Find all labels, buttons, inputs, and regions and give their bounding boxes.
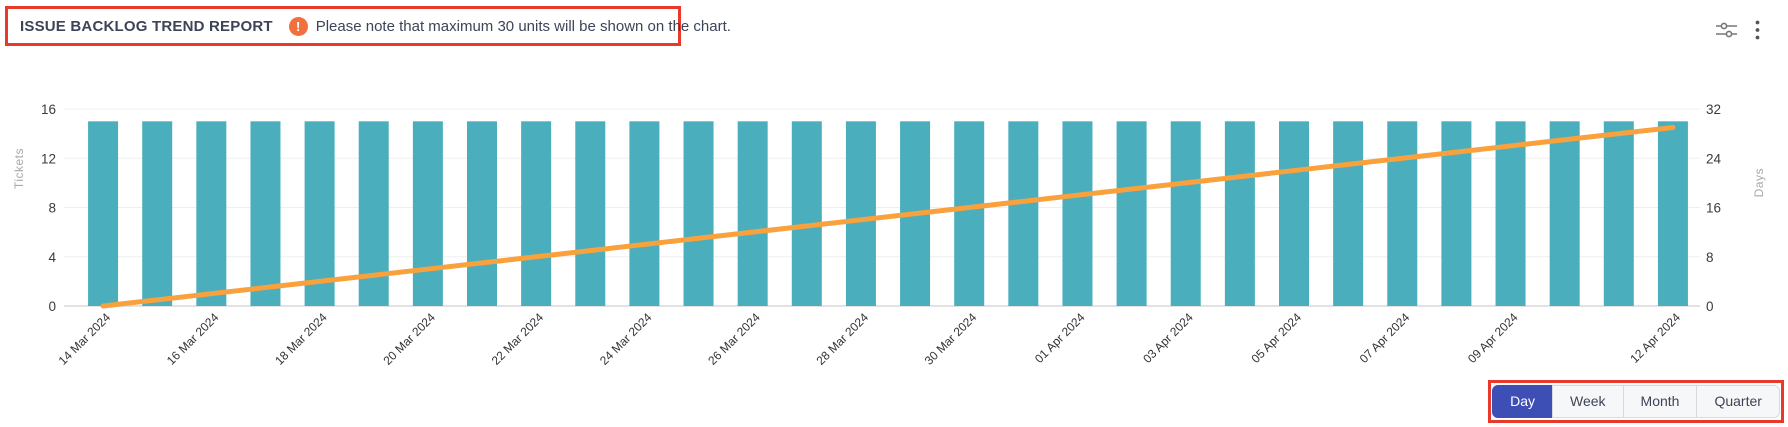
backlog-bar[interactable] — [1279, 121, 1309, 306]
left-axis-tick: 8 — [48, 201, 56, 216]
x-axis-label: 05 Apr 2024 — [1248, 310, 1304, 366]
x-axis-label: 20 Mar 2024 — [380, 310, 438, 368]
annotation-box-time-range: Day Week Month Quarter — [1488, 380, 1784, 423]
x-axis-label: 03 Apr 2024 — [1140, 310, 1196, 366]
x-axis-label: 30 Mar 2024 — [922, 310, 980, 368]
x-axis-label: 22 Mar 2024 — [489, 310, 547, 368]
x-axis-label: 18 Mar 2024 — [272, 310, 330, 368]
backlog-bar[interactable] — [1657, 121, 1688, 306]
x-axis-label: 26 Mar 2024 — [705, 310, 763, 368]
backlog-bar[interactable] — [845, 121, 876, 306]
backlog-bar[interactable] — [683, 121, 714, 306]
max-units-note: Please note that maximum 30 units will b… — [315, 17, 731, 35]
backlog-bar[interactable] — [1008, 121, 1039, 306]
backlog-bar[interactable] — [1603, 121, 1634, 306]
kebab-menu-icon[interactable] — [1755, 20, 1760, 40]
backlog-bar[interactable] — [791, 121, 822, 306]
time-range-button-group: Day Week Month Quarter — [1492, 385, 1780, 418]
x-axis-label: 16 Mar 2024 — [164, 310, 222, 368]
backlog-bar[interactable] — [737, 121, 768, 306]
right-axis-tick: 8 — [1706, 250, 1714, 265]
right-axis-tick: 24 — [1706, 151, 1722, 166]
backlog-bar[interactable] — [1333, 121, 1364, 306]
right-axis-tick: 16 — [1706, 201, 1721, 216]
x-axis-label: 07 Apr 2024 — [1357, 310, 1413, 366]
backlog-bar[interactable] — [412, 121, 443, 306]
backlog-bar[interactable] — [304, 121, 335, 306]
backlog-bar[interactable] — [88, 121, 119, 306]
filter-sliders-icon[interactable] — [1716, 21, 1737, 39]
report-title: ISSUE BACKLOG TREND REPORT — [20, 17, 273, 35]
backlog-bar[interactable] — [467, 121, 497, 306]
annotation-box-header: ISSUE BACKLOG TREND REPORT ! Please note… — [5, 6, 731, 46]
backlog-bar[interactable] — [196, 121, 227, 306]
backlog-bar[interactable] — [1062, 121, 1093, 306]
backlog-bar[interactable] — [954, 121, 985, 306]
left-axis-tick: 4 — [48, 250, 56, 265]
month-button[interactable]: Month — [1622, 385, 1698, 418]
x-axis-label: 12 Apr 2024 — [1627, 310, 1683, 366]
right-axis-tick: 32 — [1706, 102, 1721, 117]
day-button[interactable]: Day — [1492, 385, 1553, 418]
days-trend-line — [100, 124, 1676, 309]
backlog-bar[interactable] — [142, 121, 173, 306]
left-axis-tick: 0 — [48, 299, 56, 314]
left-axis-tick: 16 — [41, 102, 56, 117]
backlog-bar[interactable] — [250, 121, 281, 306]
week-button[interactable]: Week — [1551, 385, 1624, 418]
right-axis-tick: 0 — [1706, 299, 1714, 314]
backlog-bar[interactable] — [1549, 121, 1580, 306]
left-axis-title: Tickets — [12, 148, 26, 190]
right-axis-title: Days — [1752, 168, 1766, 198]
quarter-button[interactable]: Quarter — [1696, 385, 1780, 418]
widget-toolbar — [1716, 20, 1760, 40]
alert-icon: ! — [288, 16, 308, 36]
backlog-bar[interactable] — [629, 121, 660, 306]
backlog-bar[interactable] — [1116, 121, 1147, 306]
backlog-bar[interactable] — [1495, 121, 1526, 306]
backlog-bar[interactable] — [1224, 121, 1255, 306]
backlog-bar[interactable] — [521, 121, 552, 306]
x-axis-label: 28 Mar 2024 — [814, 310, 872, 368]
x-axis-label: 01 Apr 2024 — [1032, 310, 1088, 366]
backlog-bar[interactable] — [1170, 121, 1201, 306]
left-axis-tick: 12 — [41, 151, 56, 166]
x-axis-label: 24 Mar 2024 — [597, 310, 655, 368]
backlog-bar[interactable] — [1387, 121, 1418, 306]
backlog-bar[interactable] — [575, 121, 606, 306]
x-axis-label: 09 Apr 2024 — [1465, 310, 1521, 366]
x-axis-label: 14 Mar 2024 — [56, 310, 114, 368]
